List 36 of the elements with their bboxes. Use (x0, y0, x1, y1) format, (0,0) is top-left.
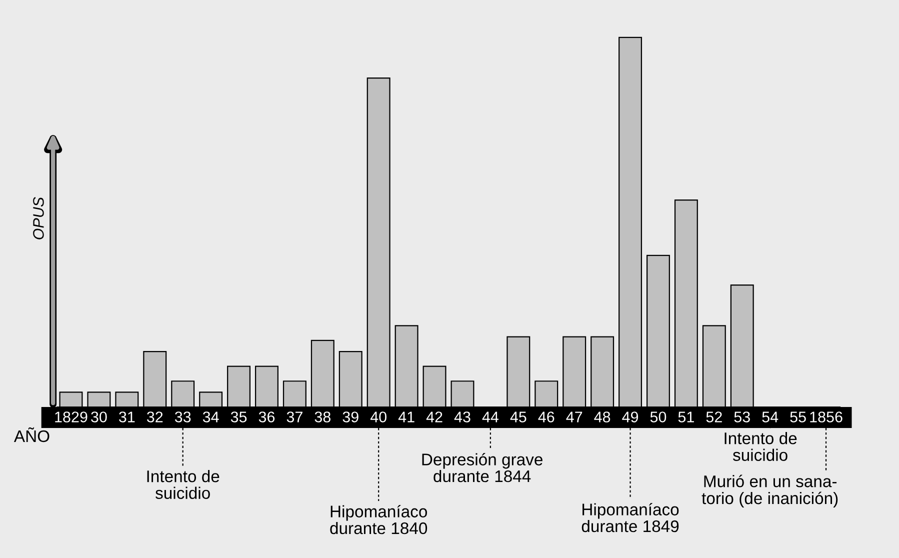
x-tick-label: 33 (174, 412, 191, 422)
x-tick-label: 47 (566, 412, 582, 422)
x-tick-label: 54 (762, 412, 778, 422)
x-tick-label: 39 (342, 412, 358, 422)
x-tick-label: 52 (706, 412, 722, 422)
y-axis-title: OPUS (33, 197, 44, 240)
x-tick-label: 53 (734, 412, 750, 422)
text: Murió en un sana- torio (de inanición) (702, 474, 838, 508)
x-tick-label: 36 (258, 412, 275, 422)
x-tick-label: 50 (650, 412, 666, 422)
text: Hipomaníaco durante 1840 (330, 505, 428, 534)
x-axis-title: AÑO (14, 427, 50, 442)
x-tick-label: 45 (510, 412, 526, 422)
x-tick-label: 48 (594, 412, 610, 422)
x-tick-label: 1829 (55, 412, 88, 422)
x-tick-label: 31 (118, 412, 135, 422)
x-tick-label: 30 (91, 412, 107, 422)
x-tick-label: 32 (146, 412, 163, 422)
x-tick-label: 41 (398, 412, 414, 422)
text: Depresión grave durante 1844 (422, 453, 542, 482)
x-tick-label: 38 (314, 412, 330, 422)
text: Intento de suicidio (147, 470, 220, 499)
x-tick-label: 44 (482, 412, 498, 422)
x-tick-label: 42 (426, 412, 442, 422)
x-tick-label: 49 (622, 412, 638, 422)
x-tick-label: 55 (790, 412, 806, 422)
x-tick-label: 34 (202, 412, 219, 422)
x-tick-label: 1856 (810, 412, 842, 422)
text: Hipomaníaco durante 1849 (582, 503, 679, 532)
x-tick-label: 35 (230, 412, 247, 422)
text: Intento de suicidio (724, 432, 797, 461)
x-tick-label: 40 (370, 412, 386, 422)
x-tick-label: 51 (678, 412, 694, 422)
x-tick-label: 46 (538, 412, 554, 422)
x-tick-label: 43 (454, 412, 470, 422)
x-tick-label: 37 (286, 412, 302, 422)
